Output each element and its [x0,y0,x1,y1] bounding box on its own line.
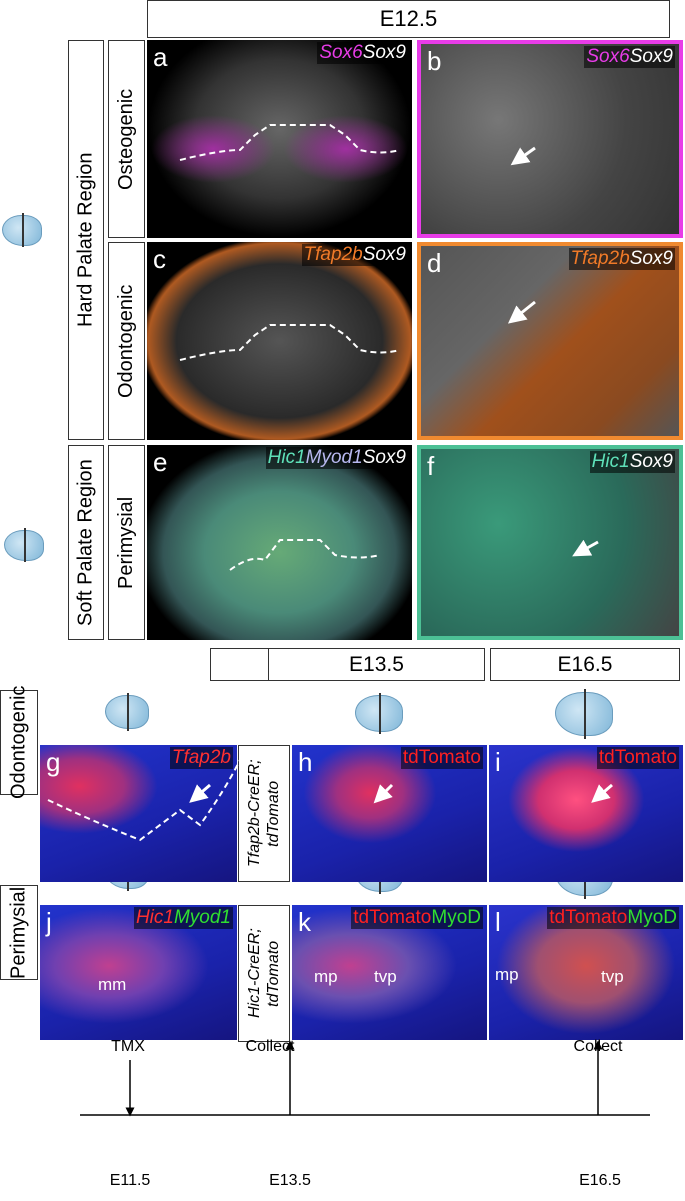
panel-label: Tfap2bSox9 [301,244,408,266]
row-label: Odontogenic [0,686,38,799]
panel-letter: h [298,747,313,777]
stage-header: E12.5 [147,0,670,38]
row-label: Perimysial [0,885,38,980]
panel-label: Hic1Sox9 [589,451,675,473]
label-part: Sox9 [362,447,406,468]
image-panel: b Sox6Sox9 [417,40,683,238]
label-part: tdTomato [598,747,677,768]
image-panel: l tdTomatoMyoD mp tvp [489,905,683,1040]
label-part: Sox6 [319,42,363,63]
row-label: Odontogenic [108,242,145,440]
section-line [584,688,586,740]
label-part: MyoD [627,907,677,928]
label-part: Sox9 [629,248,673,269]
label-part: Hic1 [591,451,630,472]
image-panel: j Hic1Myod1 mm [40,905,237,1040]
image-panel: d Tfap2bSox9 [417,242,683,440]
panel-letter: f [427,451,435,481]
head-icon [4,528,44,563]
head-icon [555,688,613,740]
panel-letter: d [427,248,442,278]
reporter-line: Hic1-CreER; [245,928,263,1019]
label-part: Hic1 [267,447,306,468]
annotation: tvp [601,967,624,986]
label-part: Tfap2b [570,248,630,269]
label-part: Sox9 [629,451,673,472]
annotation: tvp [374,967,397,986]
panel-letter: e [153,447,168,477]
section-line [127,692,129,731]
section-line [379,692,381,734]
panel-letter: g [46,747,61,777]
reporter-line: tdTomato [265,940,282,1007]
head-icon [105,692,149,731]
reporter-label: Hic1-CreER; tdTomato [238,905,290,1042]
timeline-event: TMX [111,1038,145,1055]
label-part: Myod1 [305,447,363,468]
panel-label: tdTomato [596,747,679,769]
panel-label: tdTomato [400,747,483,769]
panel-label: Hic1Myod1 [133,907,233,929]
panel-label: tdTomatoMyoD [351,907,483,929]
label-part: Tfap2b [171,747,231,768]
reporter-label: Tfap2b-CreER; tdTomato [238,745,290,882]
image-panel: f Hic1Sox9 [417,445,683,640]
label-part: Sox6 [586,46,630,67]
label-part: MyoD [431,907,481,928]
timeline-stage: E16.5 [579,1172,621,1189]
image-panel: a Sox6Sox9 [147,40,412,238]
row-label: Perimysial [108,445,145,640]
region-label: Hard Palate Region [68,40,104,440]
image-panel: e Hic1Myod1Sox9 [147,445,412,640]
reporter-line: tdTomato [265,780,282,847]
panel-letter: i [495,747,501,777]
timeline-event: Collect [573,1038,623,1055]
image-panel: h tdTomato [292,745,487,882]
annotation: mm [98,975,127,994]
label-part: tdTomato [402,747,481,768]
panel-letter: b [427,46,442,76]
image-panel: c Tfap2bSox9 [147,242,412,440]
image-panel: g Tfap2b [40,745,237,882]
label-part: Hic1 [135,907,174,928]
section-line [22,213,24,248]
section-line [24,528,26,563]
panel-letter: j [46,907,52,937]
panel-label: Sox6Sox9 [317,42,408,64]
head-icon [355,692,403,734]
panel-label: Tfap2bSox9 [568,248,675,270]
annotation: mp [314,967,338,986]
image-panel: k tdTomatoMyoD mp tvp [292,905,487,1040]
image-panel: i tdTomato [489,745,683,882]
panel-label: tdTomatoMyoD [547,907,679,929]
row-label: Osteogenic [108,40,145,238]
panel-letter: a [153,42,168,72]
label-part: tdTomato [549,907,628,928]
label-part: tdTomato [353,907,432,928]
timeline-stage: E11.5 [109,1172,151,1189]
panel-letter: c [153,244,166,274]
stage-header: E13.5 [268,648,485,681]
panel-letter: l [495,907,501,937]
label-part: Myod1 [173,907,231,928]
label-part: Sox9 [629,46,673,67]
stage-header: E16.5 [490,648,680,681]
label-part: Sox9 [362,244,406,265]
reporter-line: Tfap2b-CreER; [245,759,263,868]
head-icon [2,213,42,248]
timeline-stage: E13.5 [269,1172,311,1189]
region-label: Soft Palate Region [68,445,104,640]
timeline-event: Collect [245,1038,295,1055]
label-part: Tfap2b [303,244,363,265]
panel-letter: k [298,907,311,937]
label-part: Sox9 [362,42,406,63]
panel-label: Sox6Sox9 [584,46,675,68]
panel-label: Hic1Myod1Sox9 [265,447,408,469]
annotation: mp [495,965,519,984]
panel-label: Tfap2b [169,747,233,769]
